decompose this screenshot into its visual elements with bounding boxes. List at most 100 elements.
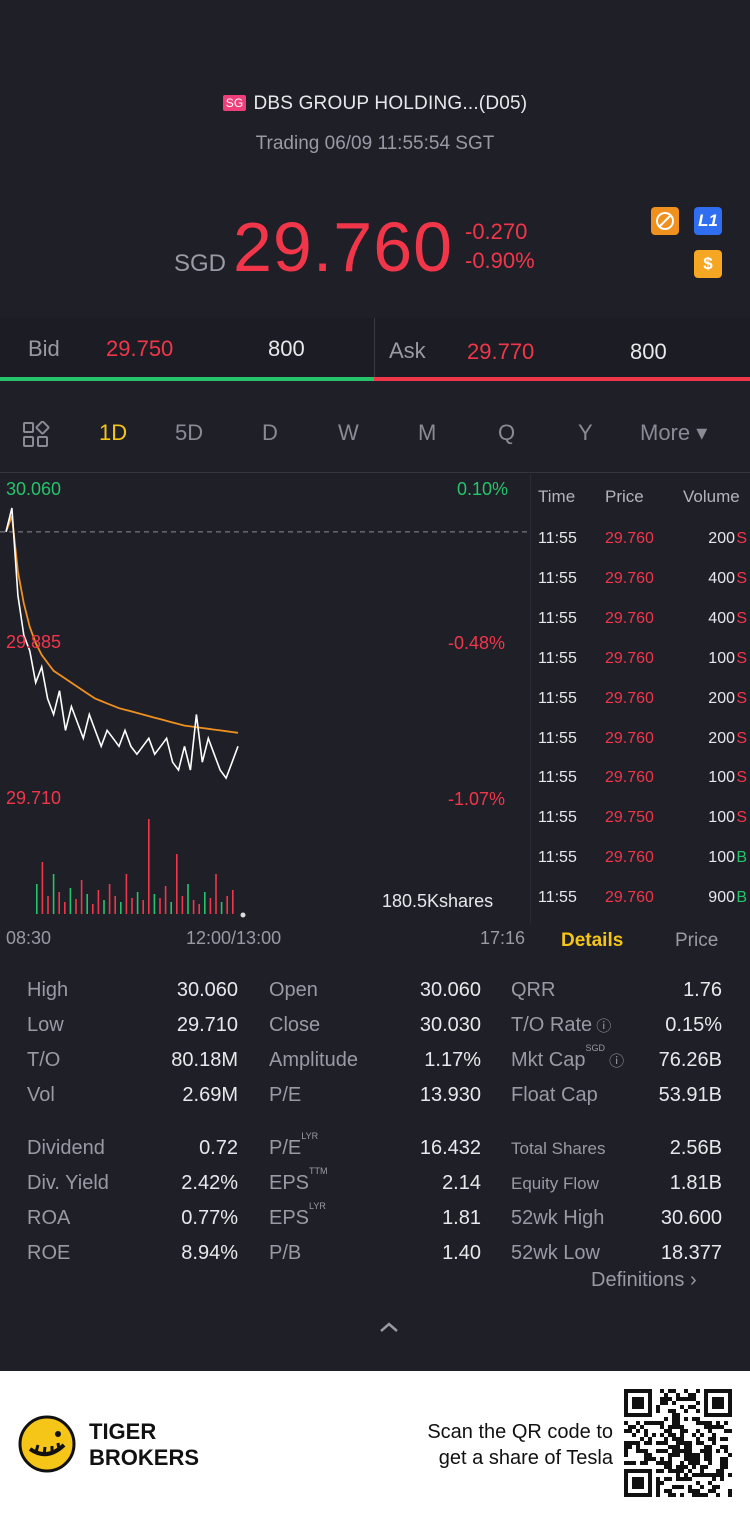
dollar-icon[interactable]: $ [694,250,722,278]
bid-ask-divider [374,318,375,378]
stat-label: EPSLYR [269,1201,326,1229]
volume-bar [170,902,172,914]
volume-bar [58,892,60,914]
volume-bar [120,902,122,914]
chevron-up-icon[interactable] [378,1320,400,1339]
stat-value: 1.40 [442,1242,481,1264]
promo-line2: get a share of Tesla [438,1447,613,1469]
x-label-end: 17:16 [480,928,526,948]
info-icon[interactable]: ⓘ [604,1053,625,1070]
trade-side: B [736,849,747,867]
brand-name: TIGER BROKERS [89,1419,199,1471]
tab-price[interactable]: Price [675,930,719,951]
trade-time: 11:55 [538,649,577,667]
trade-price: 29.760 [605,530,654,547]
trade-price: 29.760 [605,729,654,747]
promo-footer: TIGER BROKERS Scan the QR code to get a … [0,1371,750,1517]
volume-bar [103,900,105,914]
stat-label: P/E [269,1084,302,1106]
tab-d[interactable]: D [262,420,278,445]
stat-value: 18.377 [660,1242,722,1264]
trade-volume: 100 [708,769,735,787]
stat-label: Equity Flow [511,1174,599,1193]
stat-label: Low [27,1014,64,1036]
trade-row: 11:55 29.760 100 B [538,849,750,889]
trade-time: 11:55 [538,569,577,587]
stat-value: 29.710 [176,1014,238,1036]
trade-volume: 200 [708,689,735,707]
no-margin-icon[interactable] [651,207,679,235]
volume-bar [204,892,206,914]
bid-ask-bar [0,318,750,378]
trade-time: 11:55 [538,609,577,627]
last-price: 29.760 [233,208,454,286]
tab-details[interactable]: Details [561,930,624,951]
volume-bar [142,900,144,914]
stat-value: 2.14 [442,1172,481,1194]
market-badge: SG [222,95,247,111]
stat-value: 30.060 [176,979,238,1001]
trade-volume: 200 [708,729,735,747]
stat-value: 53.91B [658,1084,722,1106]
stat-value: 0.15% [665,1014,722,1036]
stat-label: P/ELYR [269,1131,319,1159]
trade-time: 11:55 [538,689,577,707]
tab-m[interactable]: M [418,420,437,445]
promo-text: Scan the QR code to get a share of Tesla [390,1419,613,1471]
tab-1d[interactable]: 1D [99,420,128,445]
chart-type-grid-icon[interactable] [22,420,50,454]
volume-bar [108,884,111,914]
volume-bar [52,874,55,914]
stat-label: Dividend [27,1137,105,1159]
volume-bar [192,900,195,914]
volume-bar [36,884,38,914]
chevron-right-icon: › [684,1269,697,1291]
trade-volume: 400 [708,569,735,587]
tab-w[interactable]: W [338,420,359,445]
bid-size: 800 [268,336,305,361]
trade-price: 29.760 [605,849,654,867]
volume-bar [176,854,178,914]
definitions-link[interactable]: Definitions › [591,1269,697,1292]
stat-label: QRR [511,979,556,1001]
trade-side: S [736,649,747,667]
ask-label: Ask [389,338,426,363]
qr-code[interactable] [624,1389,732,1497]
level1-icon[interactable]: L1 [694,207,722,235]
volume-bar [209,898,212,914]
brand-line1: TIGER [89,1419,157,1444]
stat-label: T/O Rate ⓘ [511,1014,612,1036]
trade-row: 11:55 29.760 100 S [538,769,750,809]
tab-y[interactable]: Y [578,420,593,445]
tape-header-volume: Volume [683,487,740,506]
stat-value: 0.72 [199,1137,238,1159]
tab-more[interactable]: More ▾ [640,420,708,445]
volume-bar [80,880,83,914]
volume-bar [164,886,167,914]
volume-bar [226,896,228,914]
volume-bar [187,884,189,914]
stock-name: DBS GROUP HOLDING...(D05) [253,93,528,114]
tape-divider [530,474,531,924]
tab-5d[interactable]: 5D [175,420,204,445]
stock-title: SG DBS GROUP HOLDING...(D05) [0,93,750,115]
intraday-chart[interactable] [0,474,530,924]
tape-header-time: Time [538,487,576,506]
trade-time: 11:55 [538,889,577,907]
stat-value: 1.81B [669,1172,722,1194]
trade-volume: 400 [708,609,735,627]
definitions-label: Definitions [591,1269,685,1291]
stat-label: ROA [27,1207,71,1229]
stat-label: P/B [269,1242,302,1264]
tab-q[interactable]: Q [498,420,516,445]
info-icon[interactable]: ⓘ [592,1018,612,1035]
stat-label: EPSTTM [269,1166,328,1194]
stat-label-sup: SGD [585,1043,605,1053]
change-percent: -0.90% [465,248,535,273]
pct-low-label: -1.07% [448,789,506,809]
volume-bar [153,894,156,914]
stat-value: 1.76 [683,979,722,1001]
trade-time: 11:55 [538,849,577,867]
trade-time: 11:55 [538,769,577,787]
x-label-start: 08:30 [6,928,52,948]
